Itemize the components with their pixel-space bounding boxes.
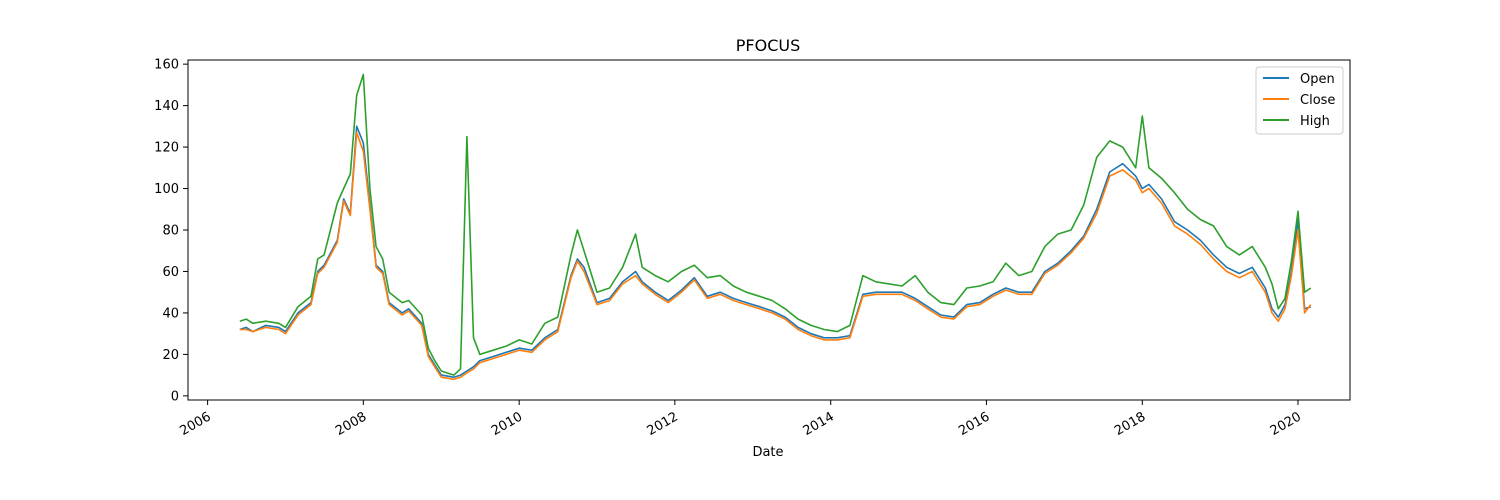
series-line-high [239,73,1312,376]
x-tick-label: 2008 [333,409,369,439]
chart-title: PFOCUS [736,36,800,55]
x-tick-label: 2010 [489,409,525,439]
series-line-open [239,125,1312,379]
legend-label-open: Open [1300,72,1335,87]
x-axis-title: Date [752,445,783,460]
x-tick-label: 2006 [177,409,213,439]
y-tick-label: 100 [154,182,179,197]
y-tick-label: 120 [154,141,179,156]
x-tick-label: 2020 [1268,409,1304,439]
legend-label-high: High [1300,114,1330,129]
y-tick-label: 0 [171,389,179,404]
y-tick-label: 140 [154,99,179,114]
y-tick-label: 160 [154,58,179,73]
plot-frame [187,59,1351,401]
x-tick-label: 2018 [1112,409,1148,439]
y-tick-label: 40 [162,306,179,321]
x-tick-label: 2016 [956,409,992,439]
y-axis: 0 20 40 60 80 100 120 140 160 [154,58,188,404]
y-tick-label: 80 [162,224,179,239]
y-tick-label: 60 [162,265,179,280]
legend: Open Close High [1255,66,1344,135]
x-tick-label: 2012 [645,409,681,439]
x-axis: 2006 2008 2010 2012 2014 2016 2018 2020 [177,400,1304,439]
series-line-close [239,131,1312,381]
x-tick-label: 2014 [801,409,837,439]
y-tick-label: 20 [162,348,179,363]
legend-box [1255,66,1344,135]
plot-area [187,59,1351,401]
legend-label-close: Close [1300,93,1335,108]
